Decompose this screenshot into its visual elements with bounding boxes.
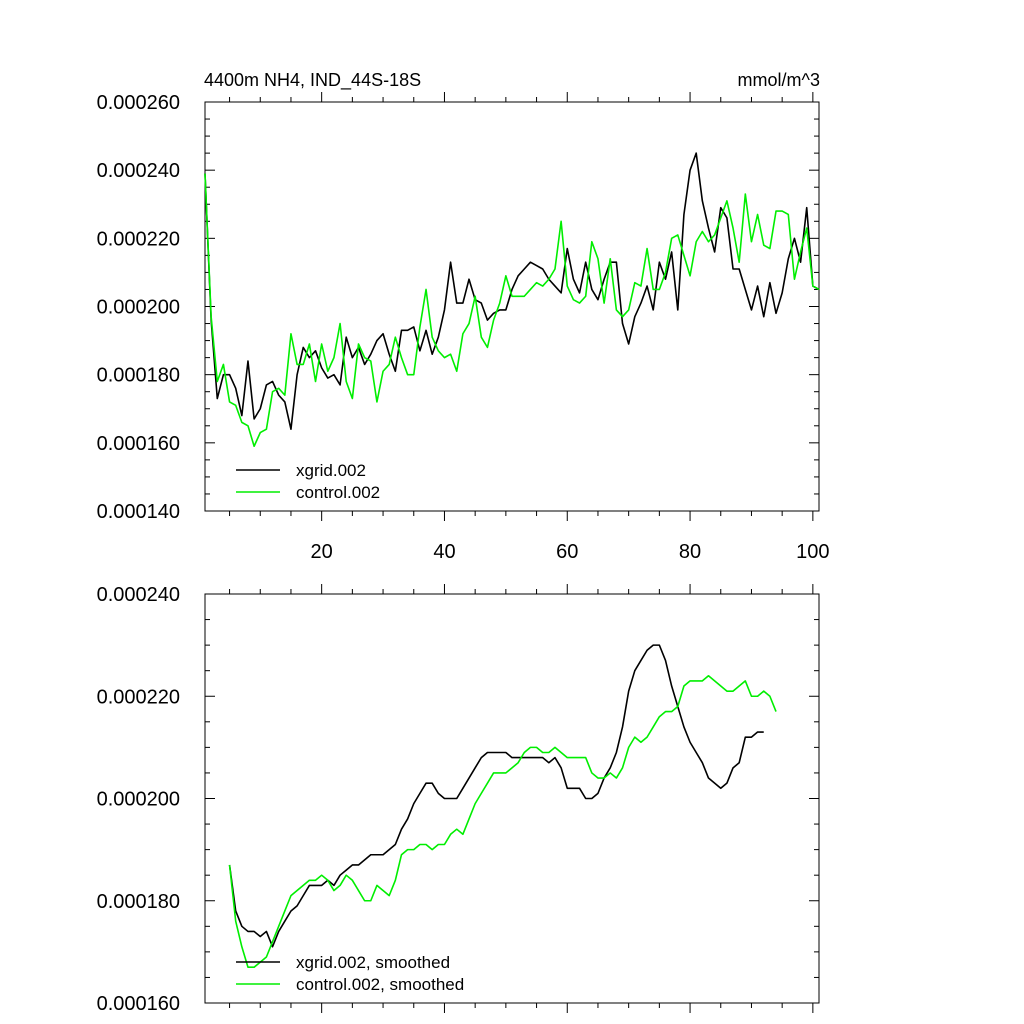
top-xtick-label: 40: [433, 541, 455, 563]
top-chart-units: mmol/m^3: [738, 70, 820, 90]
top-xtick-label: 80: [679, 541, 701, 563]
top-ytick-label: 0.000180: [97, 365, 180, 387]
top-series-line-xgrid: [204, 152, 820, 431]
top-legend-label-control: control.002: [296, 483, 380, 502]
top-xtick-label: 20: [311, 541, 333, 563]
top-chart: 4400m NH4, IND_44S-18S mmol/m^3 0.000140…: [97, 70, 830, 563]
bottom-ytick-label: 0.000180: [97, 891, 180, 913]
top-ytick-label: 0.000140: [97, 501, 180, 523]
top-ytick-label: 0.000200: [97, 297, 180, 319]
top-ytick-label: 0.000160: [97, 433, 180, 455]
bottom-legend-label-xgrid: xgrid.002, smoothed: [296, 953, 450, 972]
bottom-ytick-label: 0.000240: [97, 584, 180, 606]
top-series-line-control: [204, 173, 820, 448]
bottom-ytick-label: 0.000220: [97, 686, 180, 708]
top-legend-label-xgrid: xgrid.002: [296, 461, 366, 480]
bottom-ytick-label: 0.000200: [97, 789, 180, 811]
top-ytick-label: 0.000240: [97, 160, 180, 182]
bottom-chart: 0.000160 0.000180 0.000200 0.000220 0.000240…: [97, 584, 820, 1015]
bottom-series-line-xgrid: [228, 644, 764, 948]
bottom-chart-plot-area: 0.000160 0.000180 0.000200 0.000220 0.000240…: [97, 584, 820, 1015]
top-ytick-label: 0.000260: [97, 92, 180, 114]
bottom-legend-label-control: control.002, smoothed: [296, 975, 464, 994]
top-xtick-label: 60: [556, 541, 578, 563]
top-xtick-label: 100: [796, 541, 829, 563]
top-chart-title: 4400m NH4, IND_44S-18S: [204, 70, 421, 91]
bottom-ytick-label: 0.000160: [97, 993, 180, 1015]
bottom-series-line-control: [228, 674, 777, 969]
top-chart-plot-area: 0.000140 0.000160 0.000180 0.000200 0.000220…: [97, 92, 830, 563]
top-ytick-label: 0.000220: [97, 228, 180, 250]
